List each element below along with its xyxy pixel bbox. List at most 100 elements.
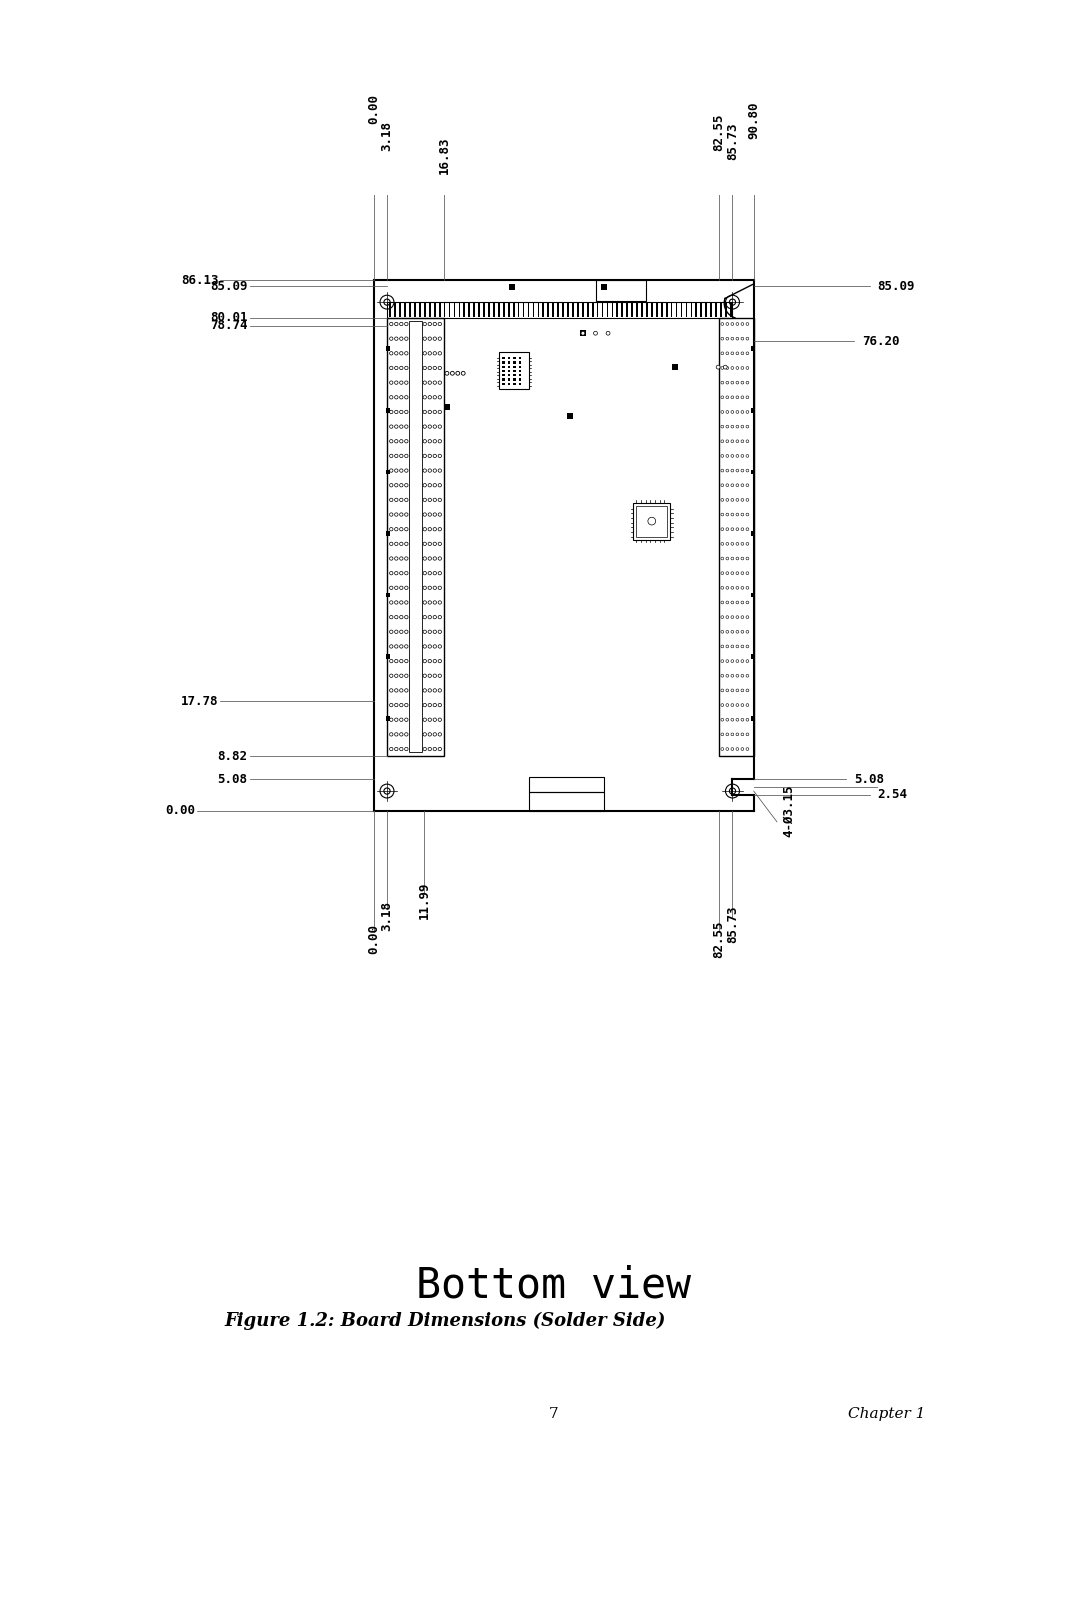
- Circle shape: [405, 396, 408, 399]
- Circle shape: [746, 748, 748, 751]
- Text: 5.08: 5.08: [217, 772, 247, 785]
- Text: 0.00: 0.00: [367, 925, 380, 954]
- Circle shape: [438, 556, 442, 560]
- Circle shape: [428, 410, 432, 414]
- Bar: [513, 383, 515, 384]
- Bar: [752, 530, 755, 535]
- Bar: [518, 378, 521, 381]
- Circle shape: [394, 629, 399, 634]
- Bar: [666, 303, 667, 316]
- Circle shape: [438, 542, 442, 545]
- Circle shape: [438, 425, 442, 428]
- Bar: [518, 375, 521, 376]
- Circle shape: [405, 704, 408, 707]
- Bar: [390, 303, 391, 316]
- Circle shape: [428, 425, 432, 428]
- Bar: [404, 303, 406, 316]
- Bar: [508, 370, 510, 371]
- Circle shape: [731, 733, 733, 736]
- Circle shape: [394, 615, 399, 620]
- Text: 0.00: 0.00: [165, 805, 195, 817]
- Circle shape: [394, 337, 399, 341]
- Circle shape: [731, 440, 733, 443]
- Bar: [518, 370, 521, 371]
- Bar: [646, 303, 648, 316]
- Circle shape: [405, 498, 408, 501]
- Circle shape: [400, 440, 403, 443]
- Circle shape: [394, 483, 399, 487]
- Circle shape: [423, 337, 427, 341]
- Circle shape: [726, 631, 729, 633]
- Bar: [523, 303, 525, 316]
- Circle shape: [729, 298, 735, 305]
- Circle shape: [746, 425, 748, 428]
- Circle shape: [735, 719, 739, 722]
- Circle shape: [735, 396, 739, 399]
- Circle shape: [433, 410, 436, 414]
- Circle shape: [433, 675, 436, 678]
- Circle shape: [433, 689, 436, 693]
- Circle shape: [400, 646, 403, 649]
- Circle shape: [433, 454, 436, 457]
- Circle shape: [721, 469, 724, 472]
- Circle shape: [405, 381, 408, 384]
- Circle shape: [394, 600, 399, 603]
- Circle shape: [726, 410, 729, 414]
- Circle shape: [735, 323, 739, 326]
- Circle shape: [726, 556, 729, 560]
- Circle shape: [433, 381, 436, 384]
- Circle shape: [433, 483, 436, 487]
- Circle shape: [726, 469, 729, 472]
- Circle shape: [746, 602, 748, 603]
- Circle shape: [433, 629, 436, 634]
- Text: 8.82: 8.82: [217, 749, 247, 762]
- Circle shape: [726, 440, 729, 443]
- Bar: [611, 303, 613, 316]
- Circle shape: [394, 352, 399, 355]
- Circle shape: [735, 469, 739, 472]
- Circle shape: [741, 631, 744, 633]
- Circle shape: [400, 498, 403, 501]
- Circle shape: [726, 396, 729, 399]
- Circle shape: [726, 483, 729, 487]
- Bar: [488, 303, 490, 316]
- Circle shape: [731, 527, 733, 530]
- Circle shape: [741, 602, 744, 603]
- Bar: [387, 407, 390, 412]
- Circle shape: [400, 629, 403, 634]
- Bar: [548, 303, 549, 316]
- Circle shape: [394, 689, 399, 693]
- Bar: [387, 318, 444, 756]
- Circle shape: [731, 660, 733, 662]
- Circle shape: [394, 571, 399, 574]
- Circle shape: [390, 719, 393, 722]
- Circle shape: [741, 440, 744, 443]
- Circle shape: [428, 704, 432, 707]
- Circle shape: [428, 660, 432, 663]
- Circle shape: [726, 646, 729, 647]
- Circle shape: [450, 371, 455, 375]
- Circle shape: [721, 323, 724, 326]
- Circle shape: [394, 469, 399, 472]
- Circle shape: [731, 410, 733, 414]
- Circle shape: [741, 527, 744, 530]
- Circle shape: [735, 748, 739, 751]
- Bar: [478, 303, 480, 316]
- Bar: [586, 303, 589, 316]
- Circle shape: [433, 527, 436, 530]
- Circle shape: [390, 629, 393, 634]
- Circle shape: [731, 573, 733, 574]
- Circle shape: [428, 615, 432, 620]
- Circle shape: [428, 469, 432, 472]
- Bar: [502, 375, 504, 376]
- Circle shape: [741, 542, 744, 545]
- Bar: [387, 469, 390, 474]
- Circle shape: [741, 425, 744, 428]
- Bar: [508, 375, 510, 376]
- Circle shape: [746, 337, 748, 341]
- Circle shape: [423, 704, 427, 707]
- Circle shape: [731, 323, 733, 326]
- Circle shape: [423, 571, 427, 574]
- Circle shape: [438, 586, 442, 589]
- Circle shape: [735, 527, 739, 530]
